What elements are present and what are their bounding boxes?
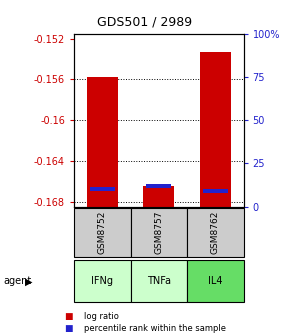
Bar: [203, 189, 228, 193]
Text: GSM8757: GSM8757: [154, 211, 163, 254]
Text: TNFa: TNFa: [147, 277, 171, 286]
Text: IFNg: IFNg: [91, 277, 113, 286]
Text: IL4: IL4: [208, 277, 223, 286]
Text: ■: ■: [64, 324, 72, 333]
Text: GSM8762: GSM8762: [211, 211, 220, 254]
Bar: [90, 187, 115, 191]
Text: ▶: ▶: [25, 277, 32, 286]
Text: GDS501 / 2989: GDS501 / 2989: [97, 15, 193, 28]
Text: GSM8752: GSM8752: [98, 211, 107, 254]
Text: agent: agent: [3, 277, 31, 286]
Bar: [143, 186, 174, 207]
Text: log ratio: log ratio: [84, 312, 119, 321]
Bar: [87, 77, 118, 207]
Text: percentile rank within the sample: percentile rank within the sample: [84, 324, 226, 333]
Text: ■: ■: [64, 312, 72, 321]
Bar: [200, 52, 231, 207]
Bar: [146, 184, 171, 188]
